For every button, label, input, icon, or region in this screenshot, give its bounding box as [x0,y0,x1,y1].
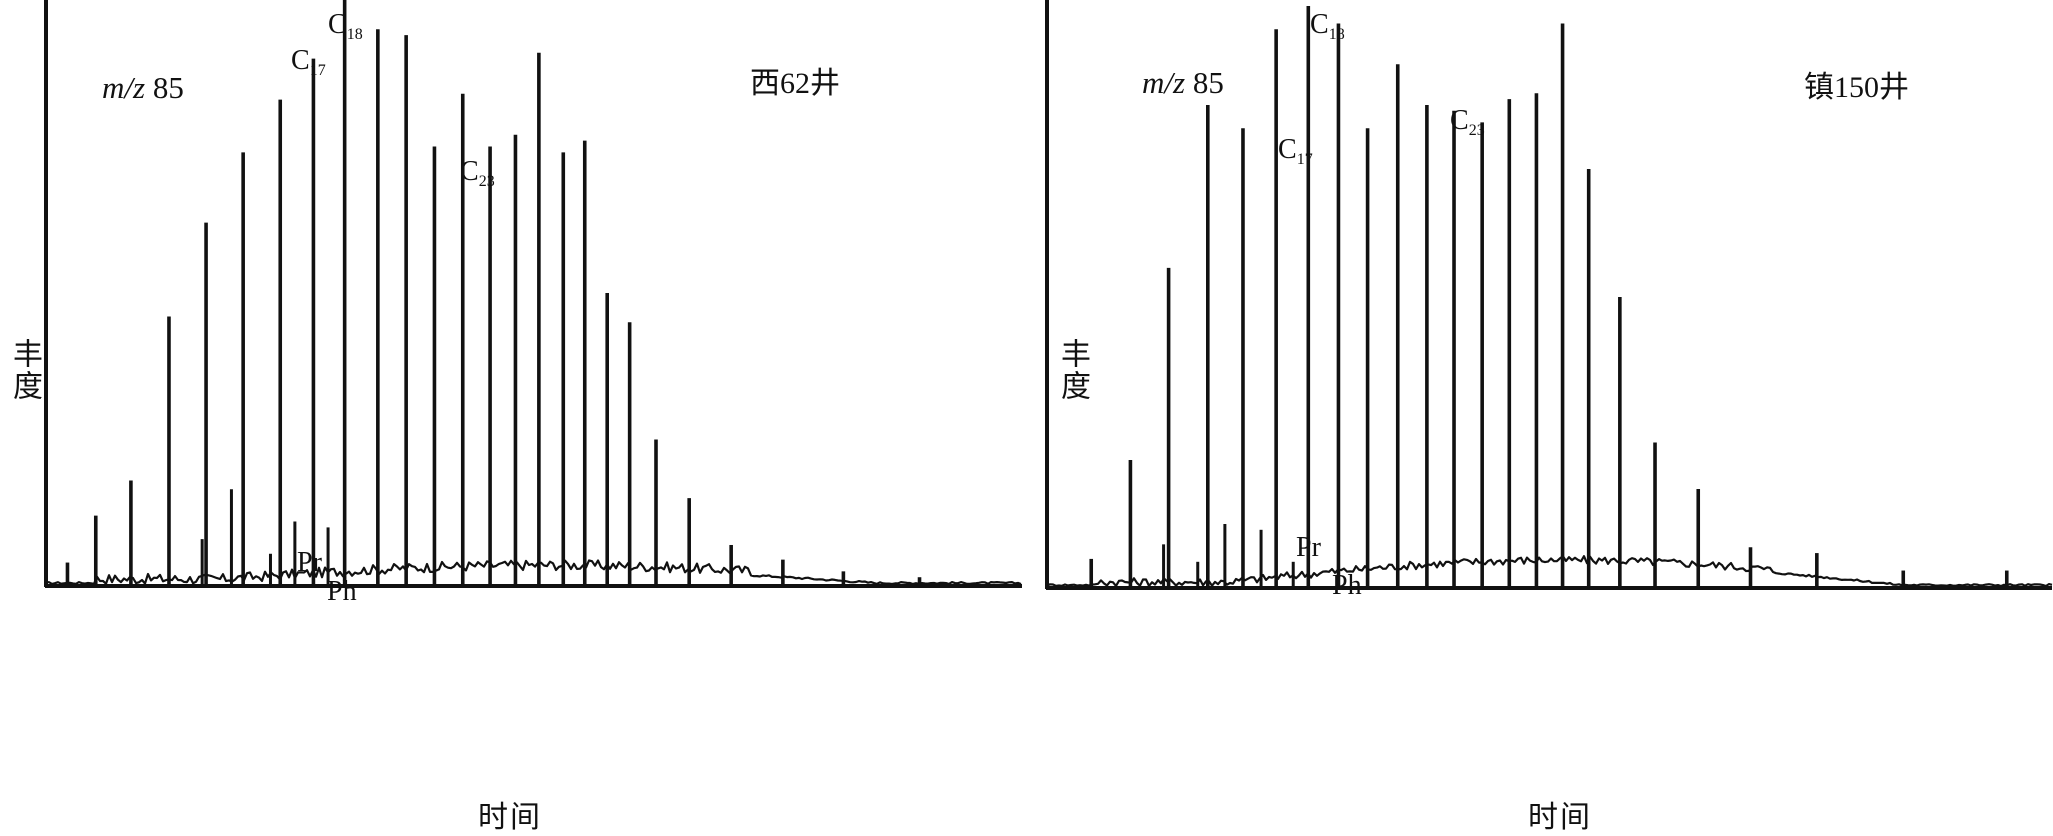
peak-label-c17: C17 [1278,136,1313,168]
chromatogram-panel-left: 丰度 时间 m/z 85 西62井 C17 C18 C23 Pr Ph [0,0,1030,834]
peak-label-main: Pr [297,547,322,578]
x-axis-label: 时间 [1528,801,1592,834]
peak-label-sub: 18 [346,26,363,43]
peak-label-main: C [460,156,479,187]
y-axis-label: 丰度 [1056,338,1089,402]
peak-label-main: Ph [327,576,357,607]
mz-annotation: m/z 85 [102,70,184,106]
mz-value: 85 [1192,65,1224,100]
peak-label-c18: C18 [328,11,363,43]
peak-label-sub: 17 [1296,151,1313,168]
mz-value: 85 [152,70,184,105]
peak-label-ph: Ph [327,578,357,606]
chromatogram-left [44,0,1022,588]
peak-label-main: C [328,9,347,40]
peak-label-main: C [291,45,310,76]
peak-label-c17: C17 [291,47,326,79]
peak-label-main: Ph [1332,570,1362,601]
peak-label-c23: C23 [1450,107,1485,139]
peak-label-sub: 23 [1468,122,1485,139]
peak-label-sub: 17 [309,62,326,79]
well-name: 镇150井 [1804,71,1909,104]
baseline-trace [44,559,1022,586]
chromatogram-panel-right: 丰度 时间 m/z 85 镇150井 C17 C18 C23 Pr Ph [1030,0,2053,834]
well-name: 西62井 [750,67,840,100]
peak-label-ph: Ph [1332,572,1362,600]
peak-label-c23: C23 [460,158,495,190]
x-axis-label: 时间 [478,801,542,834]
peak-label-pr: Pr [1296,534,1321,562]
baseline-trace [1045,555,2053,588]
peak-label-c18: C18 [1310,11,1345,43]
peak-label-main: C [1450,105,1469,136]
peak-label-main: Pr [1296,532,1321,563]
peak-label-sub: 18 [1328,26,1345,43]
y-axis-label: 丰度 [8,338,41,402]
peak-label-main: C [1278,134,1297,165]
peak-label-sub: 23 [478,173,495,190]
mz-italic: m/z [102,70,146,105]
peak-label-main: C [1310,9,1329,40]
mz-italic: m/z [1142,65,1186,100]
mz-annotation: m/z 85 [1142,65,1224,101]
chromatogram-right [1045,0,2053,590]
peak-label-pr: Pr [297,549,322,577]
